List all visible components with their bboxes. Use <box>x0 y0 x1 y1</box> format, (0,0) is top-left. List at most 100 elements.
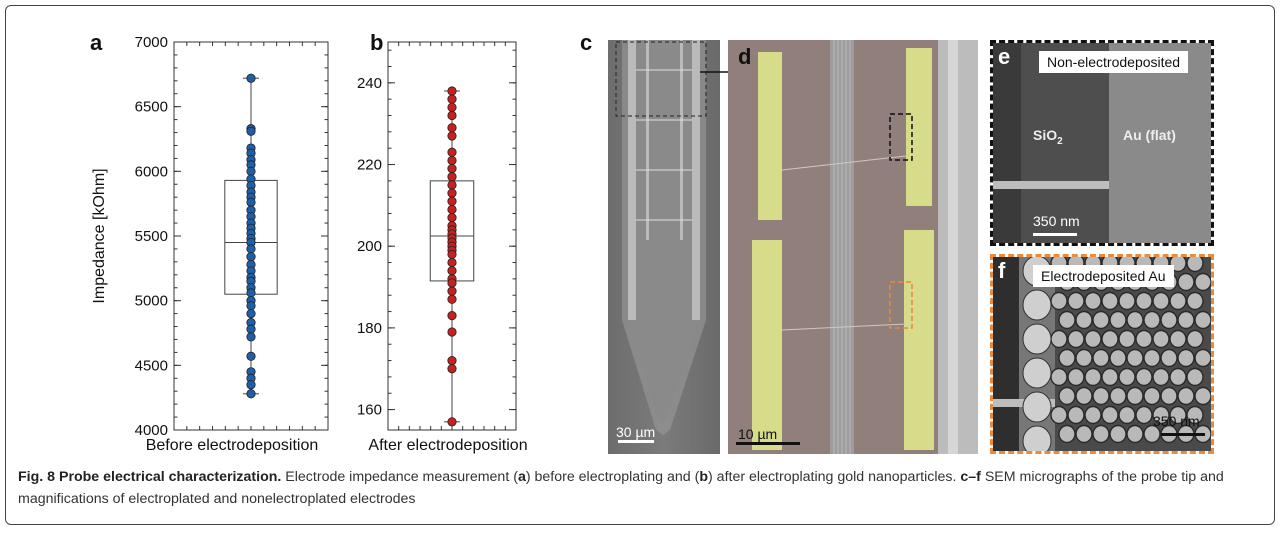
panel-letter-b: b <box>370 30 384 55</box>
panel-letter-e: e <box>998 44 1011 69</box>
sem-e-surface <box>993 43 1211 243</box>
y-tick-label: 240 <box>357 75 382 92</box>
sem-e-sio2-subscript: 2 <box>1057 135 1063 147</box>
y-tick-label: 6000 <box>135 163 168 180</box>
caption-ref-b: b <box>699 469 709 485</box>
sem-d-electrodes <box>728 40 978 454</box>
chart-b-after-electrodeposition: 160 180 200 220 240 After electrodeposition <box>357 41 528 454</box>
data-point <box>246 197 256 207</box>
au-grain <box>1169 291 1187 311</box>
sem-e-label: Non-electrodeposited <box>1039 51 1189 73</box>
data-point <box>447 147 457 157</box>
au-grain <box>1101 329 1119 349</box>
y-tick-label: 160 <box>357 402 382 419</box>
y-tick-label: 180 <box>357 320 382 337</box>
au-grain <box>1118 405 1136 425</box>
data-point <box>246 301 256 311</box>
au-grain <box>1126 386 1144 406</box>
y-tick-label: 200 <box>357 238 382 255</box>
au-grain <box>1152 405 1170 425</box>
y-tick-label: 220 <box>357 157 382 174</box>
au-grain <box>1135 291 1153 311</box>
au-grain <box>1152 367 1170 387</box>
data-point <box>447 355 457 366</box>
figure-caption: Fig. 8 Probe electrical characterization… <box>18 466 1264 510</box>
panel-letter-a: a <box>90 30 103 55</box>
au-grain <box>1160 310 1178 330</box>
sem-c-probe <box>608 40 720 454</box>
au-grain <box>1169 257 1187 273</box>
au-grain <box>1135 405 1153 425</box>
au-grain <box>1135 329 1153 349</box>
data-point <box>447 131 457 141</box>
y-tick-label: 7000 <box>135 34 168 51</box>
au-grain <box>1126 310 1144 330</box>
au-grain <box>1126 424 1144 444</box>
au-grain <box>1143 348 1161 368</box>
data-point <box>447 172 457 182</box>
au-grain <box>1152 291 1170 311</box>
au-grain <box>1194 348 1211 368</box>
au-grain <box>1118 329 1136 349</box>
sem-d-scalebar-label: 10 µm <box>738 426 778 442</box>
sem-e-sio2-text: SiO <box>1033 127 1058 143</box>
data-point <box>447 294 457 304</box>
au-grain <box>1177 272 1195 292</box>
au-grain <box>1101 405 1119 425</box>
sem-f-surface <box>993 257 1211 451</box>
au-grain <box>1160 348 1178 368</box>
au-grain <box>1084 367 1102 387</box>
au-grain <box>1143 424 1161 444</box>
data-point <box>447 102 457 112</box>
au-grain <box>1152 329 1170 349</box>
data-point <box>447 110 457 121</box>
sem-image-e: Non-electrodeposited SiO2 Au (flat) 350 … <box>990 40 1214 246</box>
data-point <box>447 188 457 198</box>
au-grain <box>1075 348 1093 368</box>
au-grain <box>1143 386 1161 406</box>
au-grain <box>1143 310 1161 330</box>
sem-c-scalebar-label: 30 µm <box>616 424 656 440</box>
au-grain <box>1084 329 1102 349</box>
au-grain <box>1194 272 1211 292</box>
y-tick-label: 5500 <box>135 228 168 245</box>
data-point <box>447 257 457 268</box>
au-grain <box>1109 310 1127 330</box>
au-grain <box>1126 348 1144 368</box>
au-edge-grain <box>1022 289 1052 321</box>
sem-e-au-label: Au (flat) <box>1123 127 1176 143</box>
sem-image-c: 30 µm <box>608 40 720 454</box>
x-axis-label: After electrodeposition <box>368 437 527 454</box>
data-point <box>447 266 457 276</box>
panel-letter-d: d <box>738 44 752 69</box>
data-point <box>246 244 256 254</box>
caption-ref-c-f: c–f <box>960 469 981 485</box>
au-grain <box>1067 329 1085 349</box>
au-edge-grain <box>1022 425 1052 451</box>
data-point <box>246 166 256 176</box>
data-point <box>447 286 457 296</box>
y-tick-label: 4500 <box>135 357 168 374</box>
data-point <box>447 327 457 337</box>
au-grain <box>1058 386 1076 406</box>
au-grain <box>1050 405 1068 425</box>
data-point <box>447 123 457 133</box>
au-grain <box>1050 291 1068 311</box>
au-grain <box>1092 386 1110 406</box>
data-point <box>246 389 256 399</box>
data-point <box>246 308 256 319</box>
au-grain <box>1118 367 1136 387</box>
data-point <box>447 94 457 104</box>
au-grain <box>1058 348 1076 368</box>
caption-text-4: SEM micrographs of the probe tip and mag… <box>18 469 1224 507</box>
au-grain <box>1101 291 1119 311</box>
data-point <box>447 417 457 427</box>
data-point <box>246 73 256 83</box>
data-point <box>246 332 256 342</box>
au-grain <box>1058 424 1076 444</box>
au-grain <box>1067 367 1085 387</box>
data-point <box>246 351 256 361</box>
caption-text-2: ) before electroplating and ( <box>525 469 700 485</box>
data-point <box>447 180 457 190</box>
au-edge-grain <box>1022 323 1052 355</box>
